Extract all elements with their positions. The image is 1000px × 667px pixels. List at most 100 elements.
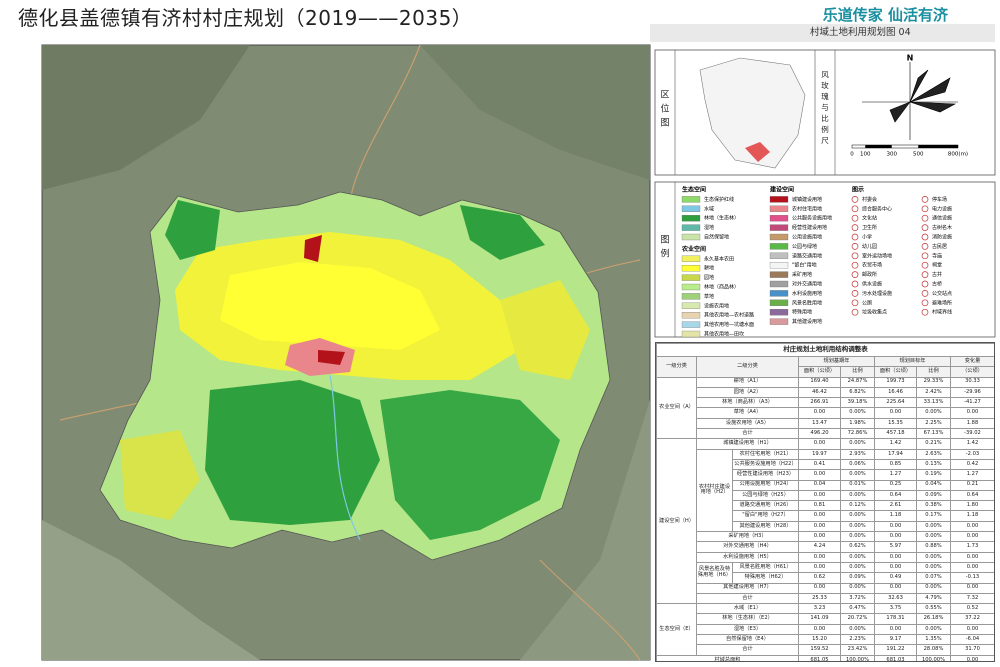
table-cell: 0.00	[874, 623, 917, 636]
table-cell: 0.00%	[916, 551, 951, 563]
row-label: 草地（A4）	[696, 407, 799, 419]
legend-label: 例	[660, 248, 669, 260]
legend-label: 卫生所	[862, 224, 877, 231]
table-row: 风景名胜及特殊用地（H6） 风景名胜用地（H61） 0.00 0.00% 0.00 0.0…	[657, 561, 994, 584]
scale-bar	[851, 144, 959, 149]
row-label: 风景名胜及特殊用地（H6）	[696, 561, 733, 584]
legend-swatch	[769, 299, 789, 306]
table-cell: 1.42	[950, 438, 994, 450]
table-cell: 0.00%	[840, 407, 875, 419]
legend-swatch	[769, 309, 789, 316]
legend-swatch	[769, 233, 789, 241]
legend-label: 水利设施用地	[792, 290, 822, 297]
table-row: 林地（商品林）（A3） 266.91 39.18% 225.64 33.13% -41.2…	[657, 397, 994, 409]
legend-label: 其他农用地—坑塘水面	[704, 321, 754, 328]
legend-label: 村委会	[862, 196, 877, 203]
table-cell: 0.00%	[840, 551, 875, 563]
terrain	[520, 400, 650, 660]
legend-swatch	[769, 243, 789, 250]
location-label: 图	[660, 118, 669, 129]
legend-swatch	[769, 280, 789, 288]
legend-label: 耕地	[704, 265, 714, 272]
table-cell: 0.06%	[840, 458, 875, 471]
legend-icon	[851, 214, 859, 222]
legend-swatch	[769, 252, 789, 259]
table-cell: 1.73	[950, 541, 994, 553]
location-label: 区	[660, 90, 669, 101]
row-label: 合计	[696, 644, 799, 656]
legend-swatch	[681, 224, 701, 231]
legend-icon	[851, 243, 859, 250]
table-cell: 169.40	[798, 376, 841, 388]
table-cell: 29.33%	[916, 376, 951, 388]
table-row: 草地（A4） 0.00 0.00% 0.00 0.00% 0.00	[657, 407, 994, 419]
legend-label: 生态保护红线	[704, 196, 734, 203]
table-cell: 0.00	[798, 531, 841, 543]
table-cell: 72.86%	[840, 428, 875, 440]
group-cell: 农业空间（A）	[656, 376, 697, 440]
table-row: 农业空间（A） 耕地（A1） 169.40 24.87% 199.73 29.33% 30.…	[656, 376, 994, 440]
table-cell: 3.75	[874, 603, 917, 615]
legend-label: "留白"用地	[792, 262, 817, 269]
table-row: 湿地（E3） 0.00 0.00% 0.00 0.00% 0.00	[657, 623, 994, 636]
row-label: 农村住宅用地（H21）	[732, 448, 799, 460]
table-cell: 0.00%	[840, 510, 875, 522]
table-cell: 0.00%	[916, 520, 951, 533]
legend-group-title: 建设空间	[770, 186, 794, 194]
legend-icon	[921, 233, 929, 241]
scale-label: 300	[887, 152, 898, 158]
row-label: 其他建设用地（H7）	[696, 582, 799, 594]
legend-icon	[851, 271, 859, 278]
table-cell: 0.49	[874, 572, 917, 584]
table-cell: 31.70	[950, 644, 994, 656]
legend-icon	[851, 205, 859, 213]
table-title: 村庄规划土地利用结构调整表	[656, 343, 994, 357]
table-cell: -2.03	[950, 448, 994, 460]
legend-label: 古井	[932, 271, 942, 278]
rose-label: 瑰	[821, 91, 829, 101]
row-label: 设施农用地（A5）	[696, 417, 799, 430]
legend-icon	[851, 308, 859, 316]
table-cell: 6.82%	[840, 386, 875, 399]
table-cell: 0.12%	[840, 500, 875, 512]
table-cell: 0.00	[950, 623, 994, 636]
legend-group-title: 生态空间	[682, 186, 706, 194]
table-cell: 0.38%	[916, 500, 951, 512]
legend-icon	[921, 271, 929, 278]
table-cell: -29.96	[950, 386, 994, 399]
legend-label: 农村住宅用地	[792, 205, 822, 212]
table-cell: 0.09%	[840, 572, 875, 584]
table-cell: 0.62%	[840, 541, 875, 553]
table-cell: 0.00	[950, 654, 994, 661]
table-cell: 0.01%	[840, 479, 875, 491]
legend-label: 供水设施	[862, 281, 882, 288]
land-patch	[380, 390, 560, 540]
row-label: 其他建设用地（H28）	[732, 520, 799, 533]
row-label: 公共服务设施用地（H22）	[732, 458, 799, 471]
table-cell: 199.73	[874, 376, 917, 388]
legend-label: 污水处理设施	[862, 290, 892, 297]
legend-label: 园地	[704, 274, 714, 281]
table-cell: 2.63%	[916, 448, 951, 460]
table-cell: 0.00	[950, 520, 994, 533]
table-cell: 15.20	[798, 634, 841, 646]
legend-label: 公厕	[862, 300, 872, 306]
row-label: 特殊用地（H62）	[732, 572, 799, 584]
rose-label: 比	[821, 113, 829, 123]
header-cell: 一级分类	[656, 356, 697, 378]
table-cell: 9.17	[874, 634, 917, 646]
legend-label: 垃圾收集点	[862, 309, 887, 316]
terrain	[42, 45, 250, 190]
legend-icon	[851, 233, 859, 241]
legend-label: 其他建设用地	[792, 318, 822, 325]
table-cell: 100.00%	[916, 654, 951, 661]
map-title: 德化县盖德镇有济村村庄规划（2019——2035）	[18, 6, 473, 30]
legend-label: 室外运动场地	[862, 252, 892, 259]
table-row: 其他建设用地（H7） 0.00 0.00% 0.00 0.00% 0.00	[657, 582, 994, 594]
rose-label: 玫	[821, 80, 829, 90]
legend-label: 采矿用地	[792, 271, 812, 278]
table-cell: 0.00	[874, 407, 917, 419]
table-cell: 0.00	[874, 551, 917, 563]
header-cell: 比例	[916, 366, 951, 378]
table-row: 农村村庄建设用地（H2） 农村住宅用地（H21） 19.97 2.93% 17.94 2.…	[657, 448, 994, 533]
